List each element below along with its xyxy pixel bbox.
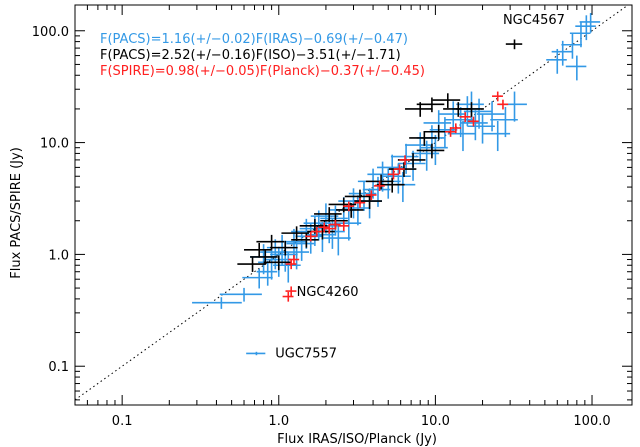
data-point: [432, 93, 461, 108]
fit-equation-2: F(SPIRE)=0.98(+/−0.05)F(Planck)−0.37(+/−…: [100, 64, 425, 79]
data-point: [246, 351, 266, 356]
data-point: [354, 194, 382, 209]
data-point: [447, 120, 476, 152]
x-tick-label: 0.1: [112, 414, 133, 429]
x-tick-label: 10.0: [421, 414, 450, 429]
series-2: [282, 91, 509, 302]
one-to-one-line: [74, 4, 629, 401]
data-point: [365, 190, 377, 201]
annotation-ngc4567: NGC4567: [503, 13, 565, 28]
data-point: [387, 169, 399, 180]
data-point: [579, 13, 601, 33]
annotation-ugc7557: UGC7557: [275, 346, 337, 361]
data-point: [329, 219, 341, 230]
y-tick-label: 1.0: [48, 248, 69, 263]
x-tick-label: 100.0: [573, 414, 610, 429]
data-point: [343, 201, 355, 212]
data-point: [497, 99, 509, 110]
data-point: [490, 107, 518, 138]
data-point: [338, 221, 350, 231]
data-point: [467, 113, 495, 144]
data-point: [288, 254, 300, 265]
annotations-layer: NGC4567 NGC4260 UGC7557: [275, 13, 565, 362]
data-point: [393, 164, 405, 175]
data-point: [354, 198, 366, 208]
data-point: [456, 102, 484, 117]
data-point: [565, 55, 587, 81]
data-point: [291, 233, 319, 248]
data-point: [411, 140, 440, 171]
ticks-layer: 0.1 1.0 10.0 100.0 0.1 1.0 10.0 100.0: [32, 5, 632, 429]
fit-equation-1: F(PACS)=2.52(+/−0.16)F(ISO)−3.51(+/−1.71…: [100, 48, 401, 63]
data-point: [256, 260, 278, 286]
y-tick-label: 10.0: [40, 137, 69, 152]
data-point: [505, 39, 523, 50]
data-point: [305, 231, 316, 242]
data-point: [192, 297, 242, 309]
x-axis-label: Flux IRAS/ISO/Planck (Jy): [277, 432, 437, 447]
data-point: [416, 97, 445, 113]
data-point: [416, 143, 445, 159]
data-point: [244, 242, 272, 258]
fit-equation-0: F(PACS)=1.16(+/−0.02)F(IRAS)−0.69(+/−0.4…: [100, 32, 408, 47]
data-point: [377, 177, 405, 193]
annotation-ngc4260: NGC4260: [297, 285, 359, 300]
data-point: [561, 33, 582, 59]
data-point: [575, 15, 596, 41]
series-layer: [192, 13, 601, 356]
data-point: [270, 240, 298, 256]
one-to-one-line-layer: [74, 4, 629, 401]
y-axis-label: Flux PACS/SPIRE (Jy): [9, 147, 24, 279]
data-point: [409, 131, 437, 146]
data-point: [459, 112, 471, 122]
fit-equations: F(PACS)=1.16(+/−0.02)F(IRAS)−0.69(+/−0.4…: [100, 32, 425, 79]
data-point: [285, 286, 297, 297]
data-point: [467, 116, 479, 127]
data-point: [476, 101, 505, 132]
data-point: [282, 291, 294, 302]
data-point: [399, 155, 411, 166]
data-point: [318, 222, 330, 233]
data-point: [237, 257, 265, 272]
data-point: [219, 287, 262, 302]
y-tick-label: 0.1: [48, 360, 69, 375]
data-point: [445, 107, 474, 138]
data-point: [263, 255, 292, 271]
data-point: [281, 226, 310, 242]
data-point: [314, 207, 342, 222]
data-point: [323, 224, 335, 234]
data-point: [323, 225, 351, 256]
data-point: [373, 181, 385, 192]
y-tick-label: 100.0: [32, 25, 69, 40]
data-point: [450, 123, 462, 134]
data-point: [311, 226, 323, 237]
x-tick-label: 1.0: [268, 414, 289, 429]
data-point: [492, 91, 503, 102]
series-1: [237, 39, 523, 272]
